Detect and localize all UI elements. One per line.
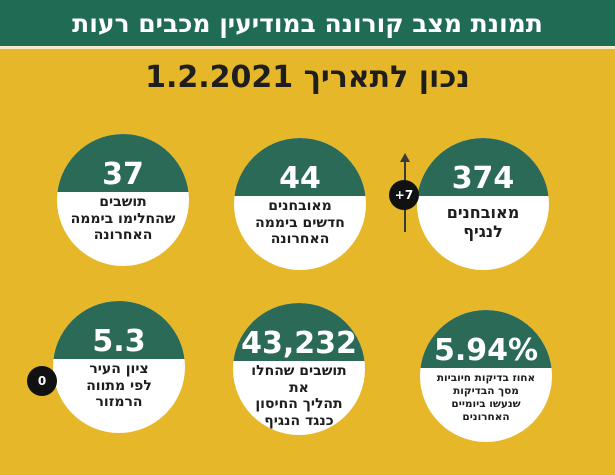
page-header: תמונת מצב קורונה במודיעין מכבים רעות — [0, 0, 615, 46]
card-value: 374 — [417, 138, 549, 196]
card-city-score: 5.3 ציון העיר לפי מתווה הרמזור — [53, 301, 185, 433]
card-label-line: שהחלימו ביממה — [70, 210, 176, 227]
card-positive-rate: 5.94% אחוז בדיקות חיוביות מסך הבדיקות שנ… — [420, 310, 552, 442]
date-line: נכון לתאריך 1.2.2021 — [145, 60, 470, 95]
card-total-diagnosed: 374 מאובחנים לנגיף — [417, 138, 549, 270]
card-value: 5.94% — [420, 310, 552, 368]
card-recovered: 37 תושבים שהחלימו ביממה האחרונה — [57, 134, 189, 266]
card-label-line: לנגיף — [463, 221, 503, 241]
card-label-line: האחרונה — [93, 227, 153, 244]
card-label-line: חדשים ביממה — [255, 214, 345, 231]
card-label-line: מאובחנים — [446, 203, 520, 222]
card-label: ציון העיר לפי מתווה הרמזור — [63, 361, 175, 411]
card-label-line: כנגד הנגיף — [264, 412, 334, 429]
card-vaccinated: 43,232 תושבים שהחלו את תהליך החיסון כנגד… — [233, 303, 365, 435]
card-label-line: שנעשו ביומיים — [451, 398, 521, 411]
card-label: מאובחנים חדשים ביממה האחרונה — [244, 198, 356, 248]
card-value: 37 — [57, 134, 189, 192]
diagnosed-change-badge: +7 — [389, 180, 419, 210]
card-label-line: תושבים שהחלו את — [251, 363, 347, 396]
card-new-diagnosed: 44 מאובחנים חדשים ביממה האחרונה — [234, 138, 366, 270]
trend-arrow-up-icon — [400, 153, 410, 162]
card-label: תושבים שהחלימו ביממה האחרונה — [67, 194, 179, 244]
card-label: אחוז בדיקות חיוביות מסך הבדיקות שנעשו בי… — [430, 372, 542, 425]
card-label-line: תושבים — [99, 194, 147, 210]
card-label-line: אחוז בדיקות חיוביות — [436, 372, 536, 384]
card-label-line: האחרונה — [270, 231, 330, 248]
card-value: 44 — [234, 138, 366, 196]
card-label-line: הרמזור — [95, 394, 143, 411]
card-label-line: מאובחנים — [268, 198, 332, 214]
card-label: מאובחנים לנגיף — [427, 203, 539, 242]
card-value: 43,232 — [233, 303, 365, 361]
card-label-line: מסך הבדיקות — [453, 385, 519, 398]
score-change-badge: 0 — [27, 366, 57, 396]
card-label-line: ציון העיר — [89, 361, 149, 377]
card-label-line: לפי מתווה — [86, 377, 152, 394]
page-title: תמונת מצב קורונה במודיעין מכבים רעות — [72, 8, 543, 38]
card-value: 5.3 — [53, 301, 185, 359]
card-label-line: האחרונים — [462, 411, 510, 424]
header-divider — [0, 46, 615, 49]
card-label: תושבים שהחלו את תהליך החיסון כנגד הנגיף — [239, 363, 359, 429]
card-label-line: תהליך החיסון — [255, 396, 343, 413]
